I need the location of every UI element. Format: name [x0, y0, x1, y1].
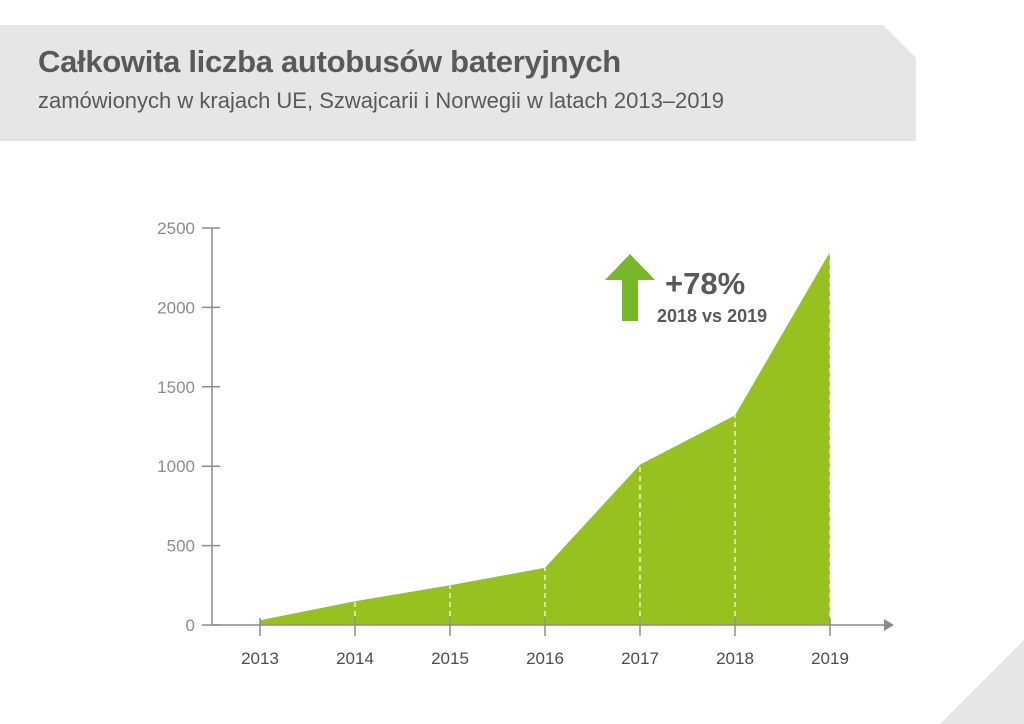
- x-tick-label: 2015: [431, 649, 469, 668]
- x-tick-label: 2019: [811, 649, 849, 668]
- area-layer: [260, 251, 830, 626]
- x-tick-label: 2016: [526, 649, 564, 668]
- area-series: [260, 251, 830, 626]
- y-tick-label: 1000: [157, 457, 195, 476]
- x-tick-label: 2014: [336, 649, 374, 668]
- y-axis-ticks: 0 500 1000 1500 2000 2500: [157, 219, 220, 635]
- x-tick-label: 2018: [716, 649, 754, 668]
- header-band: [0, 25, 916, 141]
- y-tick-label: 2500: [157, 219, 195, 238]
- up-arrow-icon: [605, 254, 655, 321]
- callout-percent: +78%: [665, 266, 745, 301]
- x-axis-ticks: 2013 2014 2015 2016 2017 2018 2019: [241, 618, 849, 668]
- x-axis-arrow-icon: [884, 619, 894, 631]
- callout-comparison: 2018 vs 2019: [657, 306, 767, 326]
- y-tick-label: 1500: [157, 378, 195, 397]
- y-tick-label: 2000: [157, 298, 195, 317]
- x-tick-label: 2017: [621, 649, 659, 668]
- x-tick-label: 2013: [241, 649, 279, 668]
- growth-callout: +78% 2018 vs 2019: [605, 254, 767, 326]
- chart-subtitle: zamówionych w krajach UE, Szwajcarii i N…: [38, 88, 724, 113]
- y-tick-label: 500: [167, 537, 195, 556]
- y-tick-label: 0: [186, 616, 195, 635]
- axes: [211, 228, 894, 631]
- chart-title: Całkowita liczba autobusów bateryjnych: [38, 44, 621, 79]
